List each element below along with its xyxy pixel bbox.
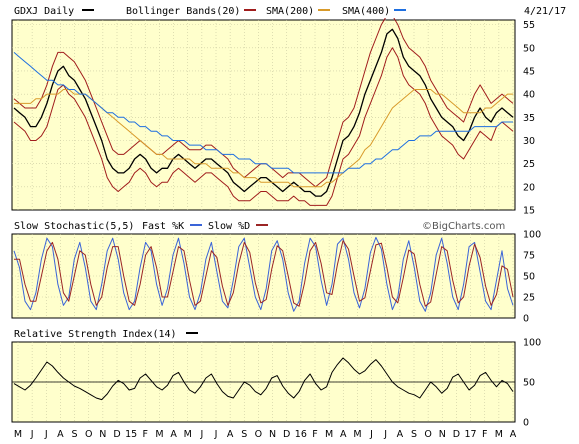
stoch-series-group	[13, 236, 514, 312]
x-label-7: D	[113, 429, 120, 440]
rsi-y-tick-50: 50	[523, 378, 535, 389]
legend-sma200-swatch	[318, 9, 330, 11]
x-label-17: O	[255, 429, 262, 440]
stoch-plot-area	[11, 233, 516, 319]
legend-price-swatch	[82, 9, 94, 11]
x-label-8: 15	[125, 429, 137, 440]
x-label-12: M	[184, 429, 192, 440]
price-series-group	[13, 14, 514, 206]
x-label-5: O	[85, 429, 92, 440]
x-axis-month-labels: M J J A S O N D 15 F M A M J J A S O N D 16 F M A M J J A S O N D 17 F M A	[14, 429, 517, 440]
fast-k-line-1	[13, 236, 514, 312]
price-y-tick-35: 35	[523, 113, 535, 124]
x-label-32: 17	[465, 429, 477, 440]
stoch-slow-label: Slow %D	[208, 221, 250, 232]
x-label-19: D	[283, 429, 290, 440]
x-label-28: S	[411, 429, 417, 440]
x-label-15: A	[227, 429, 234, 440]
price-panel: 15 20 25 30 35 40 45 50 55 GDXJ Daily Bollinger …	[0, 2, 579, 217]
rsi-y-axis: 0 50 100	[523, 338, 541, 429]
x-label-22: M	[325, 429, 333, 440]
x-label-1: J	[30, 429, 34, 440]
x-label-9: F	[143, 429, 148, 440]
x-label-30: N	[439, 429, 446, 440]
legend-sma400-swatch	[394, 9, 406, 11]
rsi-title: Relative Strength Index(14)	[14, 329, 177, 340]
gdxj-daily-line-1	[13, 28, 514, 197]
x-label-31: D	[453, 429, 460, 440]
header-bollinger: Bollinger Bands(20)	[126, 6, 240, 17]
legend-slow-swatch	[256, 224, 268, 226]
price-y-tick-15: 15	[523, 206, 535, 217]
rsi-panel: Relative Strength Index(14) 0 50 100	[11, 329, 541, 429]
x-label-10: M	[155, 429, 163, 440]
price-y-tick-45: 45	[523, 66, 535, 77]
relative-strength-index-14-line-1	[13, 357, 514, 401]
sma-400-line-1	[13, 52, 513, 174]
price-plot-area	[11, 19, 516, 211]
stochastic-y-tick-25: 25	[523, 293, 535, 304]
price-header-bar	[0, 2, 579, 18]
rsi-y-tick-100: 100	[523, 338, 541, 349]
x-label-27: A	[397, 429, 404, 440]
header-date: 4/21/17	[524, 6, 566, 17]
header-sma400: SMA(400)	[342, 6, 390, 17]
price-y-tick-20: 20	[523, 182, 535, 193]
x-label-3: A	[57, 429, 64, 440]
x-label-25: J	[369, 429, 373, 440]
x-label-4: S	[72, 429, 78, 440]
x-label-0: M	[14, 429, 22, 440]
watermark: ©BigCharts.com	[422, 221, 505, 232]
stoch-fast-label: Fast %K	[142, 221, 184, 232]
x-label-14: J	[214, 429, 218, 440]
stoch-y-axis: 0 25 50 75 100	[523, 230, 541, 325]
x-label-21: F	[312, 429, 317, 440]
legend-rsi-swatch	[186, 332, 198, 334]
rsi-y-tick-0: 0	[523, 418, 529, 429]
x-label-33: F	[482, 429, 487, 440]
x-label-23: A	[340, 429, 347, 440]
bollinger-bands-20-line-2	[13, 47, 514, 206]
price-y-axis: 15 20 25 30 35 40 45 50 55	[523, 20, 535, 216]
stochastic-panel: Slow Stochastic(5,5) Fast %K Slow %D ©Bi…	[11, 221, 541, 325]
legend-bollinger-swatch	[244, 9, 256, 11]
x-label-18: N	[269, 429, 276, 440]
slow-d-line-1	[14, 240, 514, 307]
price-y-tick-55: 55	[523, 20, 535, 31]
stoch-title: Slow Stochastic(5,5)	[14, 221, 134, 232]
header-symbol: GDXJ Daily	[14, 6, 74, 17]
x-label-29: O	[424, 429, 431, 440]
price-y-tick-40: 40	[523, 90, 535, 101]
x-label-20: 16	[295, 429, 307, 440]
x-label-35: A	[510, 429, 517, 440]
stochastic-y-tick-100: 100	[523, 230, 541, 241]
stochastic-y-tick-0: 0	[523, 314, 529, 325]
x-label-2: J	[44, 429, 48, 440]
x-label-16: S	[241, 429, 247, 440]
x-label-34: M	[495, 429, 503, 440]
x-label-11: A	[170, 429, 177, 440]
legend-fast-swatch	[190, 224, 202, 226]
x-label-26: J	[383, 429, 387, 440]
x-label-6: N	[99, 429, 106, 440]
stochastic-y-tick-50: 50	[523, 272, 535, 283]
rsi-series-group	[12, 357, 515, 401]
stochastic-y-tick-75: 75	[523, 251, 535, 262]
price-y-tick-30: 30	[523, 136, 535, 147]
price-y-tick-25: 25	[523, 159, 535, 170]
x-label-24: M	[353, 429, 361, 440]
header-sma200: SMA(200)	[266, 6, 314, 17]
x-label-13: J	[199, 429, 203, 440]
price-y-tick-50: 50	[523, 43, 535, 54]
